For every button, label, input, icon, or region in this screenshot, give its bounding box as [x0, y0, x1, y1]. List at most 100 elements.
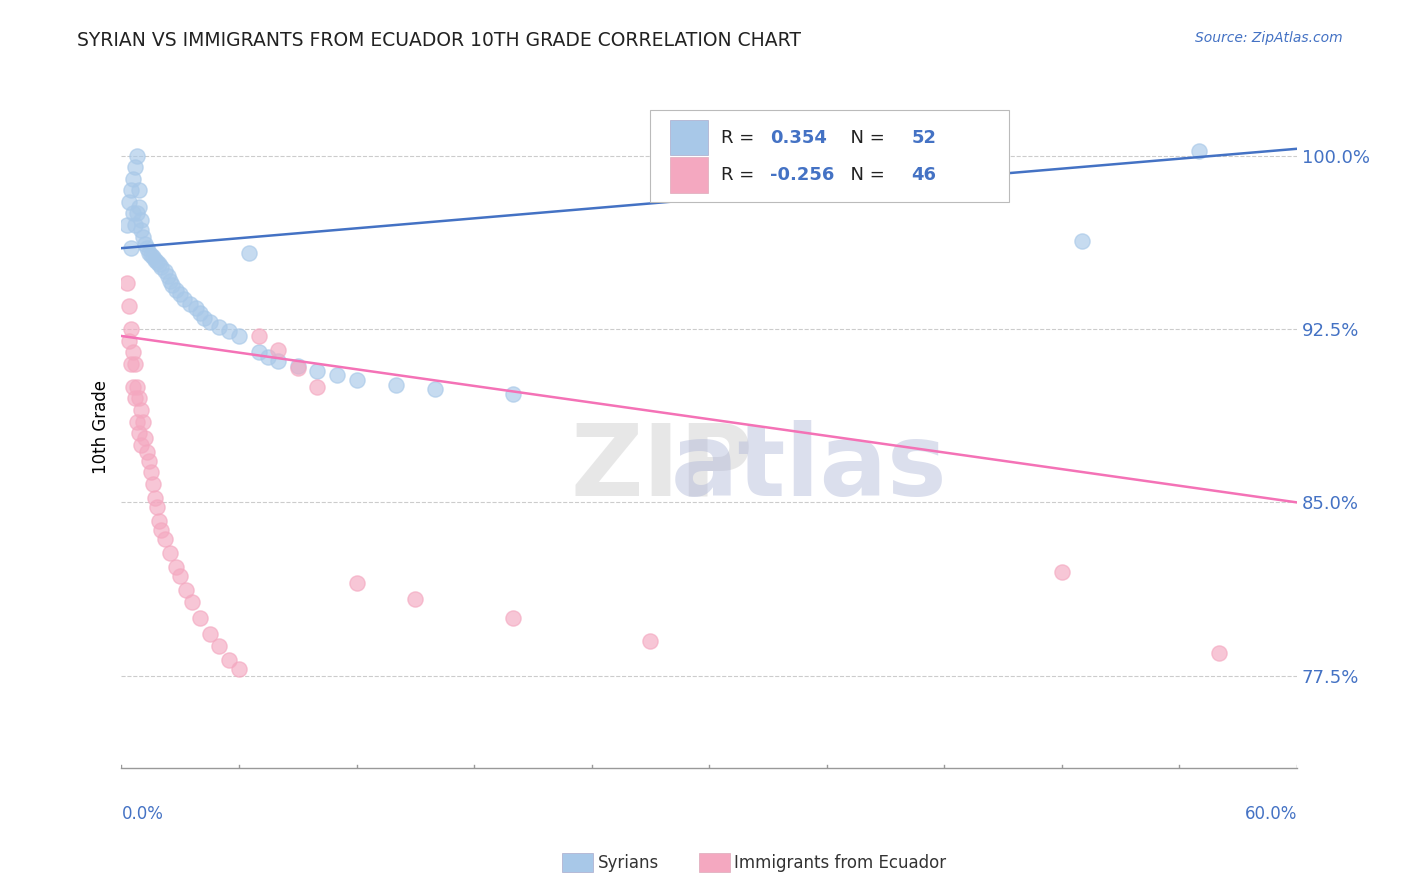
Point	[128, 183, 150, 197]
Point	[139, 248, 162, 262]
Point	[179, 296, 201, 310]
Point	[124, 357, 146, 371]
Point	[267, 343, 290, 357]
Text: SYRIAN VS IMMIGRANTS FROM ECUADOR 10TH GRADE CORRELATION CHART: SYRIAN VS IMMIGRANTS FROM ECUADOR 10TH G…	[77, 31, 801, 50]
Point	[267, 354, 290, 368]
Point	[128, 200, 150, 214]
Point	[148, 514, 170, 528]
Point	[384, 377, 406, 392]
Point	[145, 500, 167, 514]
Point	[129, 437, 152, 451]
Point	[169, 287, 191, 301]
Point	[208, 639, 231, 653]
Point	[127, 149, 149, 163]
Point	[326, 368, 349, 383]
Point	[142, 477, 165, 491]
Point	[1070, 234, 1092, 248]
Point	[238, 245, 260, 260]
Point	[153, 264, 176, 278]
Point	[120, 357, 142, 371]
Point	[346, 373, 368, 387]
Point	[404, 592, 426, 607]
Point	[165, 560, 187, 574]
Point	[122, 206, 145, 220]
Point	[287, 361, 309, 376]
Point	[423, 382, 446, 396]
Text: R =: R =	[721, 166, 761, 184]
Text: -0.256: -0.256	[770, 166, 835, 184]
Bar	[671, 120, 709, 155]
Text: R =: R =	[721, 128, 761, 146]
Point	[184, 301, 207, 316]
Point	[153, 533, 176, 547]
Point	[257, 350, 280, 364]
Point	[188, 306, 211, 320]
Point	[117, 218, 139, 232]
Point	[128, 426, 150, 441]
Bar	[671, 157, 709, 193]
Point	[502, 611, 524, 625]
Point	[143, 252, 166, 267]
Text: 52: 52	[911, 128, 936, 146]
Point	[149, 260, 172, 274]
Point	[117, 276, 139, 290]
Text: Immigrants from Ecuador: Immigrants from Ecuador	[734, 854, 946, 871]
Point	[218, 324, 240, 338]
Point	[228, 662, 250, 676]
Point	[346, 576, 368, 591]
Point	[134, 236, 156, 251]
Point	[124, 218, 146, 232]
Point	[1208, 646, 1230, 660]
Point	[129, 222, 152, 236]
Point	[165, 283, 187, 297]
Text: 46: 46	[911, 166, 936, 184]
Point	[228, 329, 250, 343]
Point	[148, 257, 170, 271]
Point	[120, 322, 142, 336]
Point	[138, 454, 160, 468]
Text: Source: ZipAtlas.com: Source: ZipAtlas.com	[1195, 31, 1343, 45]
Point	[287, 359, 309, 373]
Point	[145, 255, 167, 269]
Text: N =: N =	[838, 166, 890, 184]
Point	[122, 380, 145, 394]
Point	[1050, 565, 1073, 579]
Point	[208, 319, 231, 334]
Point	[157, 268, 180, 283]
Point	[640, 634, 662, 648]
Point	[181, 595, 204, 609]
Point	[502, 386, 524, 401]
Point	[122, 171, 145, 186]
Point	[138, 245, 160, 260]
Point	[139, 466, 162, 480]
Point	[159, 546, 181, 560]
Point	[247, 345, 270, 359]
Point	[149, 523, 172, 537]
Point	[118, 194, 141, 209]
Point	[159, 273, 181, 287]
Point	[307, 380, 329, 394]
Text: 0.0%: 0.0%	[121, 805, 163, 823]
Point	[132, 229, 155, 244]
Point	[118, 334, 141, 348]
Point	[218, 652, 240, 666]
Text: Syrians: Syrians	[598, 854, 659, 871]
Point	[247, 329, 270, 343]
Point	[135, 444, 157, 458]
Point	[128, 392, 150, 406]
Point	[162, 278, 184, 293]
Point	[174, 583, 197, 598]
Text: atlas: atlas	[671, 420, 948, 516]
Point	[142, 251, 165, 265]
Point	[1188, 144, 1211, 158]
Point	[120, 241, 142, 255]
Point	[173, 292, 195, 306]
Point	[134, 431, 156, 445]
Text: ZIP: ZIP	[571, 420, 754, 516]
Point	[307, 364, 329, 378]
Point	[198, 627, 221, 641]
Point	[198, 315, 221, 329]
Point	[129, 403, 152, 417]
Point	[127, 206, 149, 220]
Text: 60.0%: 60.0%	[1244, 805, 1298, 823]
